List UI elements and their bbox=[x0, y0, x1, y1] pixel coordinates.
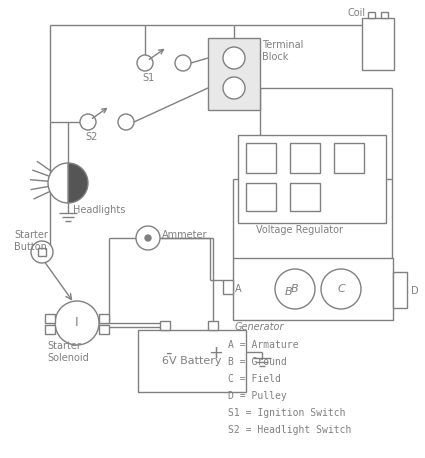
Circle shape bbox=[175, 55, 191, 71]
Text: I: I bbox=[75, 316, 79, 329]
Bar bbox=[38, 248, 46, 256]
Text: B = Ground: B = Ground bbox=[228, 357, 287, 367]
Text: A: A bbox=[235, 284, 242, 294]
Text: Starter
Button: Starter Button bbox=[14, 230, 48, 251]
Circle shape bbox=[31, 241, 53, 263]
Bar bbox=[208, 38, 260, 110]
Circle shape bbox=[55, 301, 99, 345]
Text: Terminal
Block: Terminal Block bbox=[262, 40, 303, 61]
Bar bbox=[381, 12, 388, 18]
Bar bbox=[45, 314, 55, 323]
Circle shape bbox=[321, 269, 361, 309]
Text: S2: S2 bbox=[85, 132, 97, 142]
Wedge shape bbox=[68, 163, 88, 203]
Text: S1: S1 bbox=[142, 73, 154, 83]
Bar bbox=[99, 325, 109, 334]
Text: Voltage Regulator: Voltage Regulator bbox=[256, 225, 343, 235]
Bar bbox=[233, 258, 393, 320]
Text: A = Armature: A = Armature bbox=[228, 340, 298, 350]
Bar bbox=[138, 330, 246, 392]
Text: Ammeter: Ammeter bbox=[162, 230, 207, 240]
Bar bbox=[246, 183, 276, 211]
Bar bbox=[238, 135, 386, 223]
Text: Starter
Solenoid: Starter Solenoid bbox=[47, 341, 89, 363]
Circle shape bbox=[118, 114, 134, 130]
Text: C = Field: C = Field bbox=[228, 374, 281, 384]
Text: Generator: Generator bbox=[235, 322, 284, 332]
Text: B: B bbox=[285, 287, 293, 297]
Text: 6V Battery: 6V Battery bbox=[162, 356, 222, 366]
Text: C: C bbox=[337, 284, 345, 294]
Circle shape bbox=[275, 269, 315, 309]
Bar bbox=[368, 12, 375, 18]
Circle shape bbox=[137, 55, 153, 71]
Circle shape bbox=[80, 114, 96, 130]
Text: Headlights: Headlights bbox=[73, 205, 125, 215]
Bar bbox=[45, 325, 55, 334]
Text: B: B bbox=[291, 284, 299, 294]
Circle shape bbox=[223, 47, 245, 69]
Bar bbox=[160, 321, 170, 330]
Bar bbox=[290, 143, 320, 173]
Text: D: D bbox=[411, 286, 419, 296]
Text: Coil: Coil bbox=[348, 8, 366, 18]
Text: -: - bbox=[165, 344, 171, 362]
Circle shape bbox=[223, 77, 245, 99]
Bar bbox=[246, 143, 276, 173]
Bar bbox=[223, 280, 233, 294]
Bar bbox=[99, 314, 109, 323]
Circle shape bbox=[145, 235, 151, 241]
Text: +: + bbox=[209, 344, 224, 362]
Bar bbox=[393, 272, 407, 308]
Wedge shape bbox=[48, 163, 68, 203]
Text: D = Pulley: D = Pulley bbox=[228, 391, 287, 401]
Bar bbox=[290, 183, 320, 211]
Bar bbox=[362, 18, 394, 70]
Circle shape bbox=[136, 226, 160, 250]
Bar bbox=[208, 321, 218, 330]
Bar bbox=[334, 143, 364, 173]
Text: S2 = Headlight Switch: S2 = Headlight Switch bbox=[228, 425, 351, 435]
Text: S1 = Ignition Switch: S1 = Ignition Switch bbox=[228, 408, 346, 418]
